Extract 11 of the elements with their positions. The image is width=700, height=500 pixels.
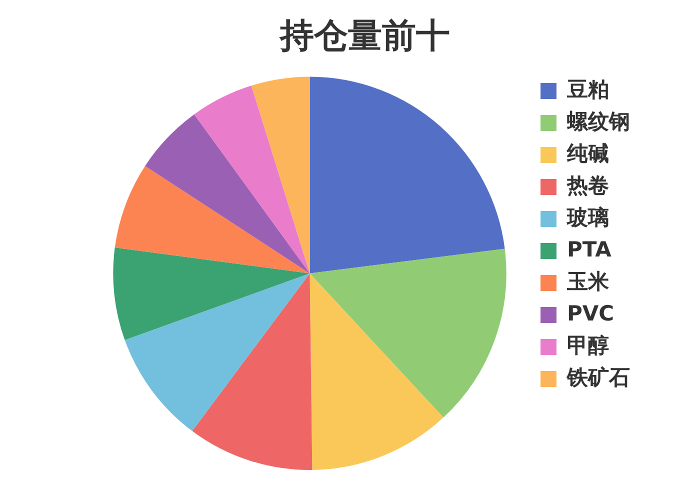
legend-label: 纯碱 (566, 141, 609, 166)
chart-title: 持仓量前十 (278, 16, 450, 56)
legend-label: 铁矿石 (566, 365, 630, 390)
legend-label: 螺纹钢 (566, 109, 630, 134)
legend-label: 甲醇 (567, 333, 609, 358)
legend-label: 热卷 (566, 173, 609, 198)
legend-label: 豆粕 (566, 77, 609, 102)
legend-label: 玉米 (566, 269, 610, 294)
legend-label: PTA (567, 237, 612, 262)
legend-label: PVC (567, 301, 614, 326)
legend-label: 玻璃 (566, 205, 609, 230)
